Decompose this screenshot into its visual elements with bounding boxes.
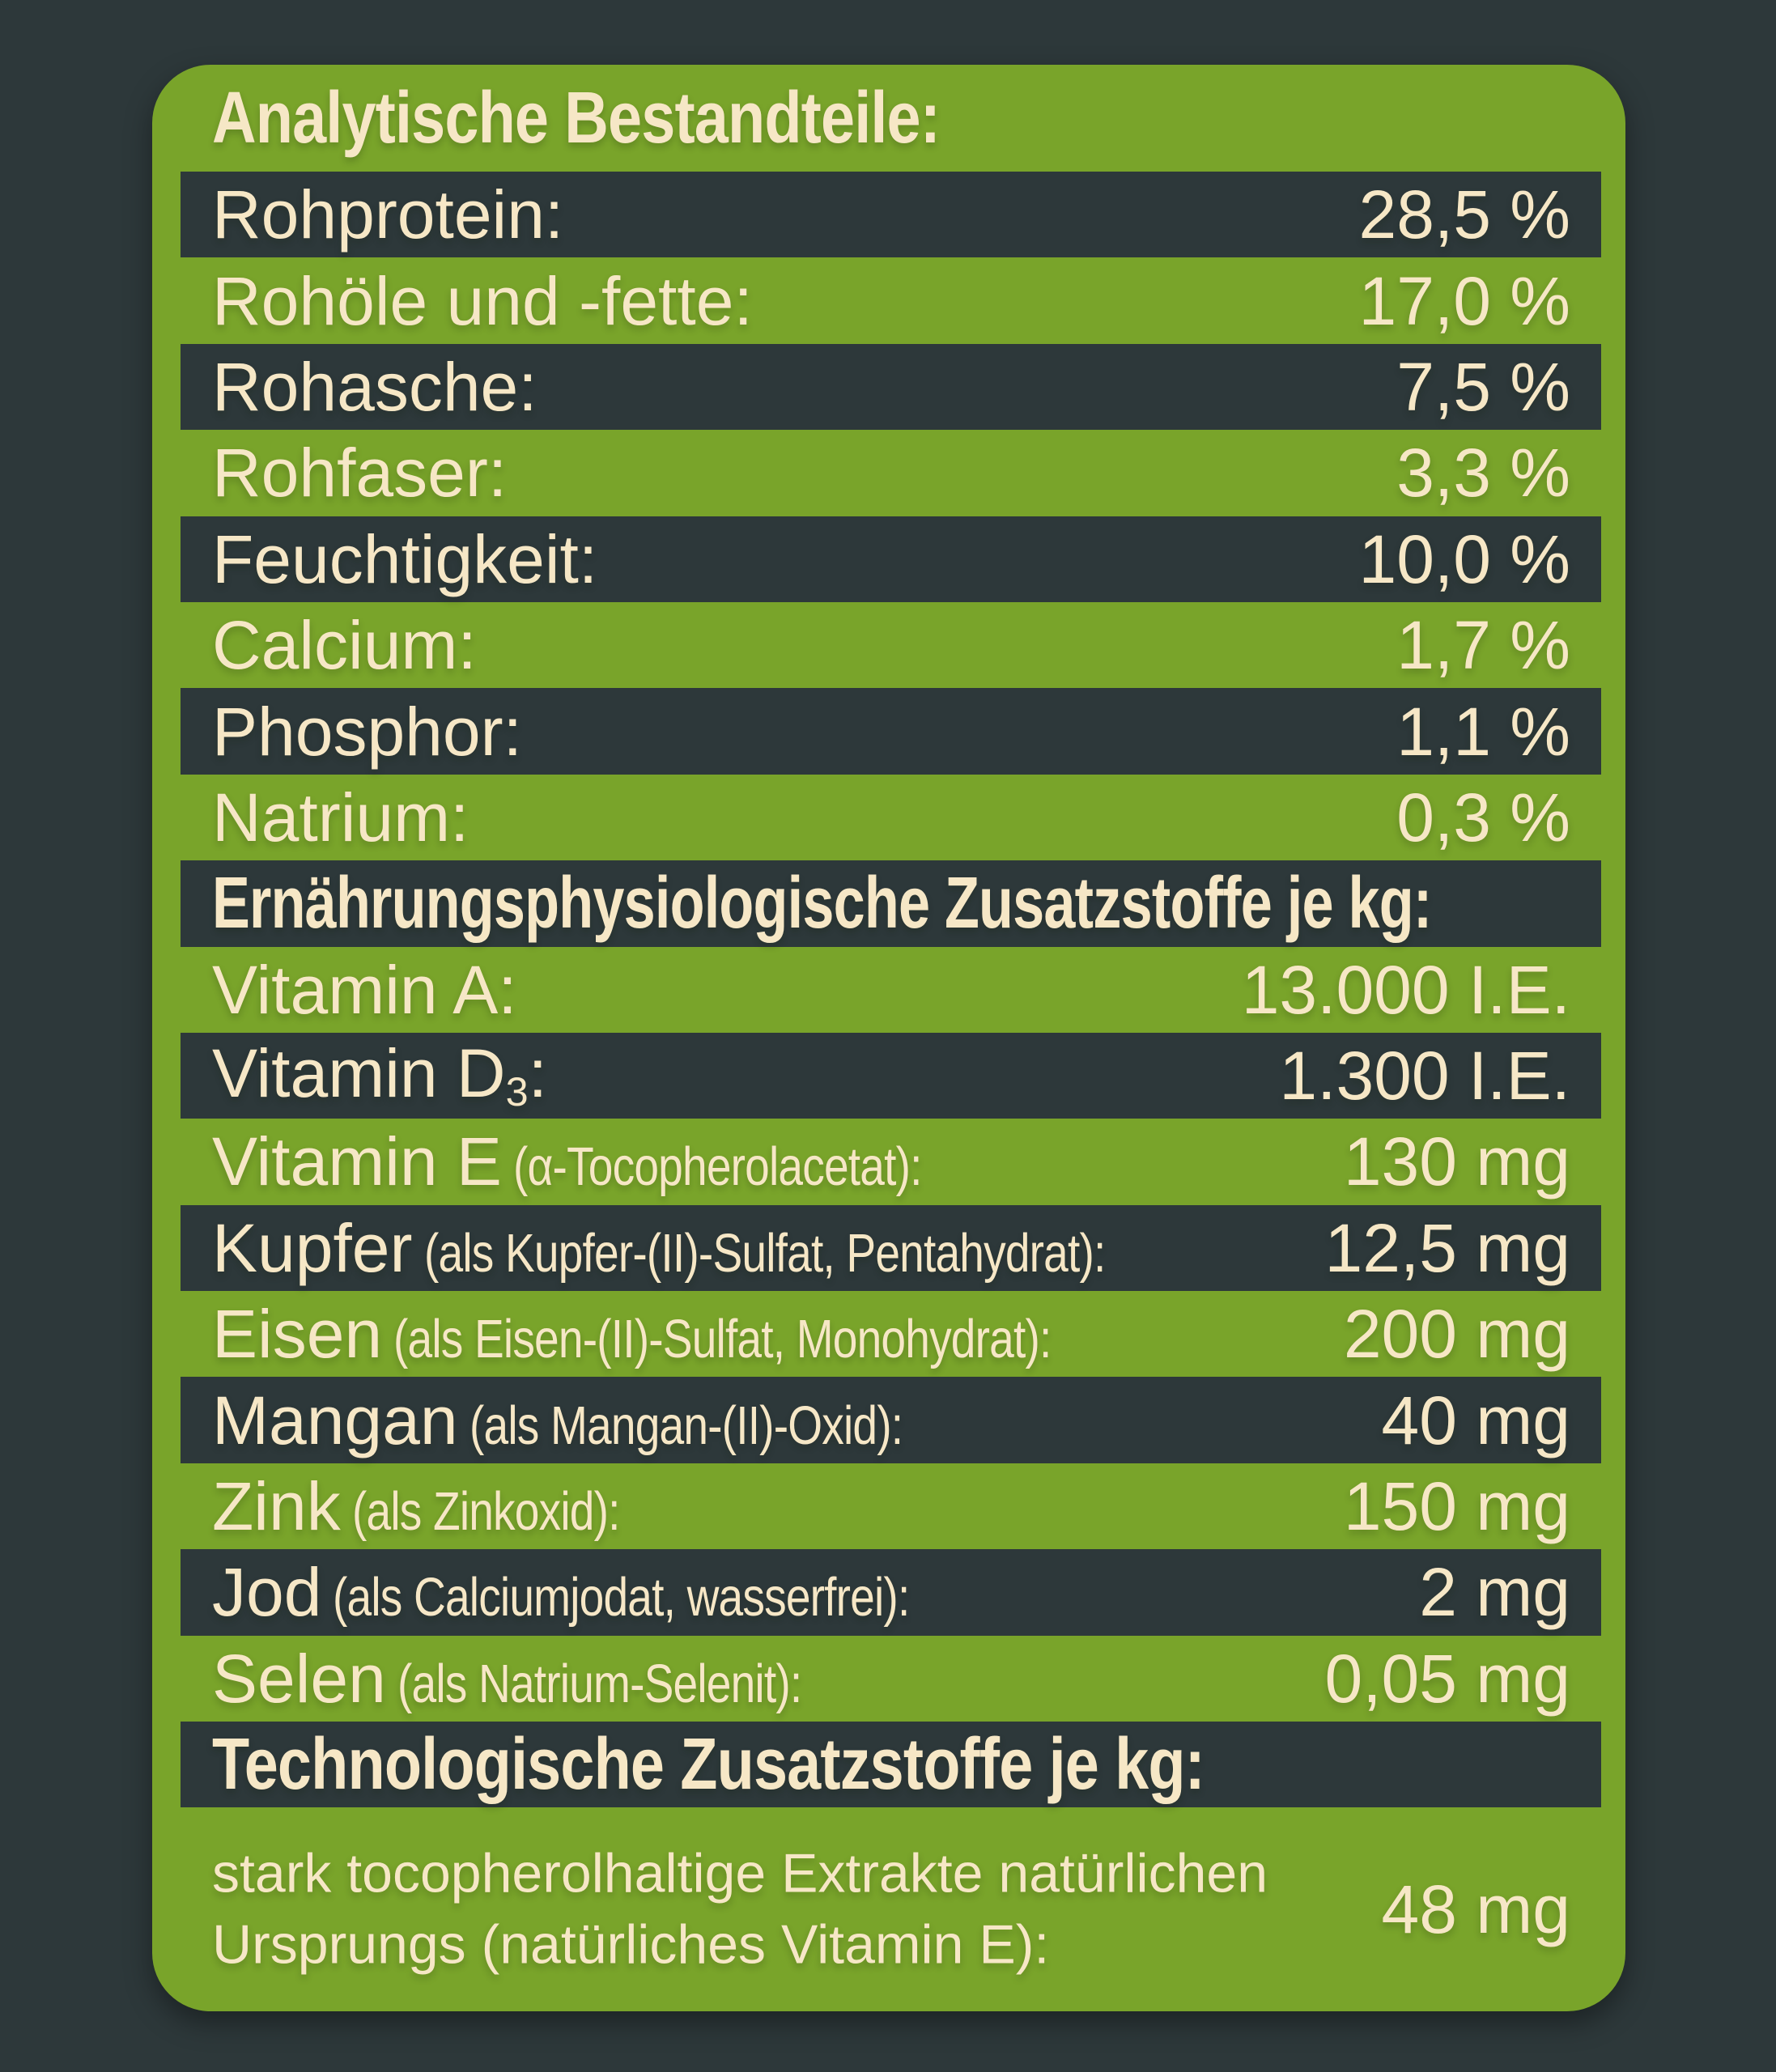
row-rohasche: Rohasche: 7,5 %: [181, 343, 1601, 431]
row-value: 48 mg: [1381, 1870, 1570, 1947]
row-label: Eisen (als Eisen-(II)-Sulfat, Monohydrat)…: [212, 1296, 1052, 1373]
row-label-detail: (als Mangan-(II)-Oxid):: [469, 1395, 903, 1456]
row-zink: Zink (als Zinkoxid): 150 mg: [181, 1463, 1601, 1549]
row-mangan: Mangan (als Mangan-(II)-Oxid): 40 mg: [181, 1377, 1601, 1463]
row-value: 1,7 %: [1396, 607, 1570, 684]
row-rohprotein: Rohprotein: 28,5 %: [181, 172, 1601, 258]
row-label: Jod (als Calciumjodat, wasserfrei):: [212, 1554, 911, 1631]
row-rohoele-fette: Rohöle und -fette: 17,0 %: [181, 257, 1601, 343]
row-jod: Jod (als Calciumjodat, wasserfrei): 2 mg: [181, 1549, 1601, 1636]
row-label: Vitamin D3:: [212, 1034, 547, 1115]
row-value: 0,3 %: [1396, 779, 1570, 856]
row-vitamin-d3: Vitamin D3: 1.300 I.E.: [181, 1032, 1601, 1119]
row-value: 150 mg: [1343, 1468, 1570, 1545]
subscript-3: 3: [505, 1068, 529, 1115]
row-label-detail: (als Calciumjodat, wasserfrei):: [333, 1567, 910, 1628]
row-calcium: Calcium: 1,7 %: [181, 602, 1601, 688]
nutrition-label-panel: Analytische Bestandteile: Rohprotein: 28…: [152, 65, 1625, 2011]
row-label: stark tocopherolhaltige Extrakte natürli…: [212, 1838, 1268, 1981]
row-label: Vitamin E (α-Tocopherolacetat):: [212, 1123, 922, 1200]
row-value: 1,1 %: [1396, 693, 1570, 770]
row-selen: Selen (als Natrium-Selenit): 0,05 mg: [181, 1636, 1601, 1722]
row-rohfaser: Rohfaser: 3,3 %: [181, 430, 1601, 516]
row-eisen: Eisen (als Eisen-(II)-Sulfat, Monohydrat)…: [181, 1291, 1601, 1377]
row-label-detail: (als Kupfer-(II)-Sulfat, Pentahydrat):: [423, 1222, 1106, 1284]
row-value: 2 mg: [1419, 1554, 1570, 1631]
row-label-line2: Ursprungs (natürliches Vitamin E):: [212, 1913, 1050, 1976]
row-value: 28,5 %: [1358, 176, 1570, 253]
section-header-analytical: Analytische Bestandteile:: [181, 65, 1601, 172]
row-value: 12,5 mg: [1324, 1209, 1570, 1286]
row-label-line1: stark tocopherolhaltige Extrakte natürli…: [212, 1842, 1268, 1904]
row-label: Mangan (als Mangan-(II)-Oxid):: [212, 1382, 903, 1458]
section-header-nutritional: Ernährungsphysiologische Zusatzstoffe je…: [181, 860, 1601, 947]
row-label: Rohöle und -fette:: [212, 262, 753, 339]
row-tocopherol-extrakte: stark tocopherolhaltige Extrakte natürli…: [181, 1807, 1601, 2010]
row-value: 130 mg: [1343, 1123, 1570, 1200]
row-value: 40 mg: [1381, 1382, 1570, 1458]
row-label: Feuchtigkeit:: [212, 520, 598, 597]
row-value: 3,3 %: [1396, 435, 1570, 512]
row-label-detail: (als Natrium-Selenit):: [397, 1653, 802, 1714]
row-natrium: Natrium: 0,3 %: [181, 775, 1601, 860]
row-label-detail: (als Eisen-(II)-Sulfat, Monohydrat):: [393, 1309, 1052, 1370]
row-label-detail: (als Zinkoxid):: [351, 1481, 620, 1543]
row-value: 200 mg: [1343, 1296, 1570, 1373]
row-label: Kupfer (als Kupfer-(II)-Sulfat, Pentahydr…: [212, 1209, 1106, 1286]
row-label: Vitamin A:: [212, 951, 517, 1028]
row-label: Phosphor:: [212, 693, 522, 770]
row-label: Calcium:: [212, 607, 477, 684]
row-value: 17,0 %: [1358, 262, 1570, 339]
row-phosphor: Phosphor: 1,1 %: [181, 688, 1601, 775]
row-kupfer: Kupfer (als Kupfer-(II)-Sulfat, Pentahydr…: [181, 1204, 1601, 1292]
row-value: 7,5 %: [1396, 348, 1570, 425]
row-label: Natrium:: [212, 779, 469, 856]
row-label: Selen (als Natrium-Selenit):: [212, 1640, 802, 1717]
row-value: 13.000 I.E.: [1241, 951, 1570, 1028]
section-title-text: Technologische Zusatzstoffe je kg:: [212, 1724, 1205, 1806]
row-label: Rohprotein:: [212, 176, 564, 253]
row-label: Zink (als Zinkoxid):: [212, 1468, 620, 1545]
row-vitamin-a: Vitamin A: 13.000 I.E.: [181, 947, 1601, 1033]
row-value: 1.300 I.E.: [1279, 1038, 1570, 1115]
section-title-text: Ernährungsphysiologische Zusatzstoffe je…: [212, 863, 1432, 945]
section-header-technological: Technologische Zusatzstoffe je kg:: [181, 1722, 1601, 1808]
row-value: 10,0 %: [1358, 520, 1570, 597]
section-title-text: Analytische Bestandteile:: [212, 78, 941, 159]
row-value: 0,05 mg: [1324, 1640, 1570, 1717]
row-feuchtigkeit: Feuchtigkeit: 10,0 %: [181, 516, 1601, 602]
row-label: Rohfaser:: [212, 435, 508, 512]
row-label: Rohasche:: [212, 348, 537, 425]
row-label-detail: (α-Tocopherolacetat):: [512, 1136, 922, 1198]
row-vitamin-e: Vitamin E (α-Tocopherolacetat): 130 mg: [181, 1119, 1601, 1204]
